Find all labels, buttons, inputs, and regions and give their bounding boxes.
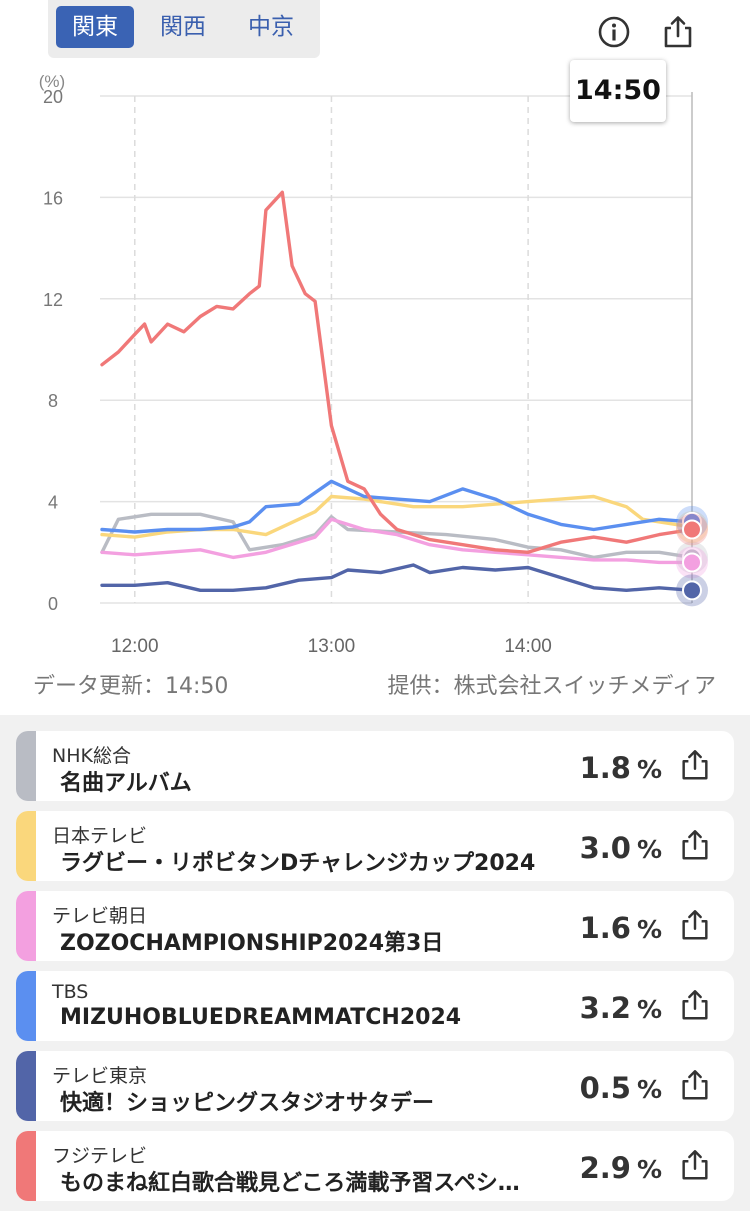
rating-value: 2.9% [580, 1151, 662, 1185]
tab-kansai[interactable]: 関西 [160, 14, 206, 40]
program-title: ラグビー・リポビタンDチャレンジカップ2024 [60, 851, 536, 876]
rating-number: 3.0 [579, 831, 631, 865]
program-title: ものまね紅白歌合戦見どころ満載予習スペシ… [60, 1171, 520, 1196]
share-icon[interactable] [678, 988, 712, 1022]
station-name: 日本テレビ [52, 825, 148, 847]
y-tick-label: 20 [43, 87, 63, 107]
color-bar [16, 1051, 36, 1121]
rating-number: 2.9 [579, 1151, 631, 1185]
rating-unit: % [636, 755, 662, 784]
share-icon[interactable] [678, 1148, 712, 1182]
time-tooltip: 14:50 [570, 60, 666, 122]
color-bar [16, 971, 36, 1041]
rating-unit: % [636, 995, 662, 1024]
region-tabs: 関東 関西 中京 [48, 0, 320, 58]
data-provider: 提供：株式会社スイッチメディア [387, 674, 716, 699]
rating-number: 1.8 [579, 751, 631, 785]
share-icon[interactable] [660, 14, 696, 50]
rating-unit: % [636, 1075, 662, 1104]
tab-chukyo[interactable]: 中京 [248, 14, 294, 40]
tab-kanto[interactable]: 関東 [56, 6, 134, 48]
series-end-point [682, 552, 702, 573]
series-line [100, 563, 694, 592]
rating-value: 3.2% [580, 991, 662, 1025]
x-tick-label: 13:00 [308, 636, 356, 657]
share-icon[interactable] [678, 908, 712, 942]
color-bar [16, 811, 36, 881]
share-icon[interactable] [678, 748, 712, 782]
station-list: NHK総合 名曲アルバム 1.8% 日本テレビ ラグビー・リポビタンDチャレンジ… [16, 731, 734, 1211]
info-icon[interactable] [596, 14, 632, 50]
list-item[interactable]: 日本テレビ ラグビー・リポビタンDチャレンジカップ2024 3.0% [16, 811, 734, 881]
list-item[interactable]: テレビ朝日 ZOZOCHAMPIONSHIP2024第3日 1.6% [16, 891, 734, 961]
rating-value: 1.6% [580, 911, 662, 945]
program-title: ZOZOCHAMPIONSHIP2024第3日 [60, 931, 444, 956]
x-tick-label: 12:00 [111, 636, 159, 657]
rating-number: 3.2 [579, 991, 631, 1025]
program-title: MIZUHOBLUEDREAMMATCH2024 [60, 1005, 462, 1030]
list-item[interactable]: TBS MIZUHOBLUEDREAMMATCH2024 3.2% [16, 971, 734, 1041]
color-bar [16, 731, 36, 801]
series-line [100, 190, 694, 554]
list-item[interactable]: テレビ東京 快適！ショッピングスタジオサタデー 0.5% [16, 1051, 734, 1121]
station-name: NHK総合 [52, 745, 131, 767]
y-axis-label: (%) [39, 72, 65, 91]
rating-unit: % [636, 1155, 662, 1184]
station-name: テレビ東京 [52, 1065, 148, 1087]
rating-unit: % [636, 915, 662, 944]
y-tick-label: 12 [43, 290, 63, 310]
color-bar [16, 1131, 36, 1201]
color-bar [16, 891, 36, 961]
station-name: テレビ朝日 [52, 905, 148, 927]
y-tick-label: 16 [43, 188, 63, 208]
y-tick-label: 0 [48, 594, 58, 614]
rating-number: 0.5 [579, 1071, 631, 1105]
series-end-point [682, 519, 702, 540]
series-end-point [682, 580, 702, 601]
rating-value: 0.5% [580, 1071, 662, 1105]
station-name: TBS [52, 981, 89, 1003]
data-updated: データ更新：14:50 [33, 674, 229, 699]
series-line [100, 479, 694, 534]
series-line [100, 517, 694, 565]
y-tick-label: 8 [48, 391, 58, 411]
share-icon[interactable] [678, 1068, 712, 1102]
share-icon[interactable] [678, 828, 712, 862]
list-item[interactable]: NHK総合 名曲アルバム 1.8% [16, 731, 734, 801]
chart-panel: 関東 関西 中京 0 4 8 12 16 20 12:00 13:00 14:00 (%) 1… [0, 0, 750, 715]
program-title: 快適！ショッピングスタジオサタデー [60, 1091, 435, 1116]
x-tick-label: 14:00 [504, 636, 552, 657]
rating-unit: % [636, 835, 662, 864]
rating-number: 1.6 [579, 911, 631, 945]
rating-value: 3.0% [580, 831, 662, 865]
line-chart: 0 4 8 12 16 20 12:00 13:00 14:00 (%) [39, 72, 708, 657]
station-name: フジテレビ [52, 1145, 148, 1167]
rating-value: 1.8% [580, 751, 662, 785]
series-line [100, 512, 694, 560]
y-tick-label: 4 [48, 493, 58, 513]
program-title: 名曲アルバム [60, 771, 192, 796]
list-item[interactable]: フジテレビ ものまね紅白歌合戦見どころ満載予習スペシ… 2.9% [16, 1131, 734, 1201]
